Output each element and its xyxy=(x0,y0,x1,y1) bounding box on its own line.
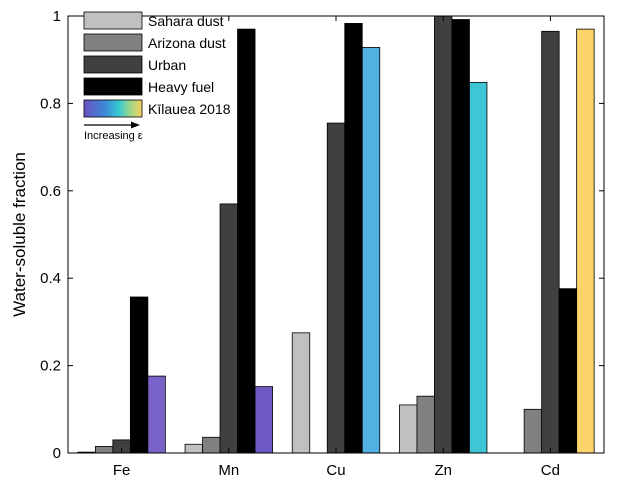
y-tick-label: 0.2 xyxy=(40,358,61,375)
y-tick-label: 0 xyxy=(53,445,61,462)
y-tick-label: 1 xyxy=(53,8,61,25)
bar-cu-urban xyxy=(326,122,346,454)
bar-zn-k-lauea-2018 xyxy=(469,82,488,454)
bar-cd-heavy-fuel xyxy=(558,288,578,454)
bar-mn-heavy-fuel xyxy=(237,28,256,454)
y-tick-label: 0.8 xyxy=(40,95,61,112)
y-tick-label: 0.4 xyxy=(40,270,61,287)
legend-label: Heavy fuel xyxy=(148,79,214,95)
x-tick-label: Cd xyxy=(541,462,560,478)
legend-label: Arizona dust xyxy=(148,35,226,51)
bar-mn-k-lauea-2018 xyxy=(254,386,273,454)
x-tick-label: Cu xyxy=(326,462,345,478)
bar-cd-urban xyxy=(541,30,560,454)
legend-swatch xyxy=(83,77,143,96)
bar-mn-arizona-dust xyxy=(202,436,221,454)
bar-fe-heavy-fuel xyxy=(129,296,149,454)
legend-label: Kīlauea 2018 xyxy=(148,101,231,117)
y-axis: 0 0.2 0.4 0.6 0.8 1 xyxy=(40,8,604,462)
legend-swatch xyxy=(83,33,143,52)
legend-label: Sahara dust xyxy=(148,13,224,29)
legend-swatch xyxy=(83,99,143,118)
increasing-arrow-head xyxy=(131,121,140,129)
x-tick-label: Mn xyxy=(218,462,239,478)
bar-mn-sahara-dust xyxy=(184,443,203,454)
x-tick-label: Fe xyxy=(113,462,131,478)
legend: Sahara dust Arizona dust Urban Heavy fuel Kī… xyxy=(83,11,231,142)
y-axis-title: Water-soluble fraction xyxy=(10,152,29,317)
x-axis: Fe Mn Cu Zn Cd xyxy=(113,16,560,478)
legend-swatch xyxy=(83,11,143,30)
bar-cu-sahara-dust xyxy=(291,332,311,454)
bar-zn-arizona-dust xyxy=(416,395,435,454)
bar-fe-k-lauea-2018 xyxy=(147,375,166,454)
bar-fe-arizona-dust xyxy=(94,446,114,454)
bar-cd-arizona-dust xyxy=(523,408,543,454)
bar-cu-heavy-fuel xyxy=(344,23,363,454)
bar-zn-heavy-fuel xyxy=(451,19,470,454)
x-tick-label: Zn xyxy=(434,462,452,478)
legend-swatch xyxy=(83,55,143,74)
bar-cd-k-lauea-2018 xyxy=(576,28,595,454)
legend-label: Urban xyxy=(148,57,186,73)
bar-cu-k-lauea-2018 xyxy=(361,47,381,454)
bar-zn-urban xyxy=(434,15,453,454)
legend-note: Increasing ε xyxy=(84,130,143,142)
bar-zn-sahara-dust xyxy=(399,404,418,454)
bar-mn-urban xyxy=(219,203,238,454)
y-tick-label: 0.6 xyxy=(40,183,61,200)
